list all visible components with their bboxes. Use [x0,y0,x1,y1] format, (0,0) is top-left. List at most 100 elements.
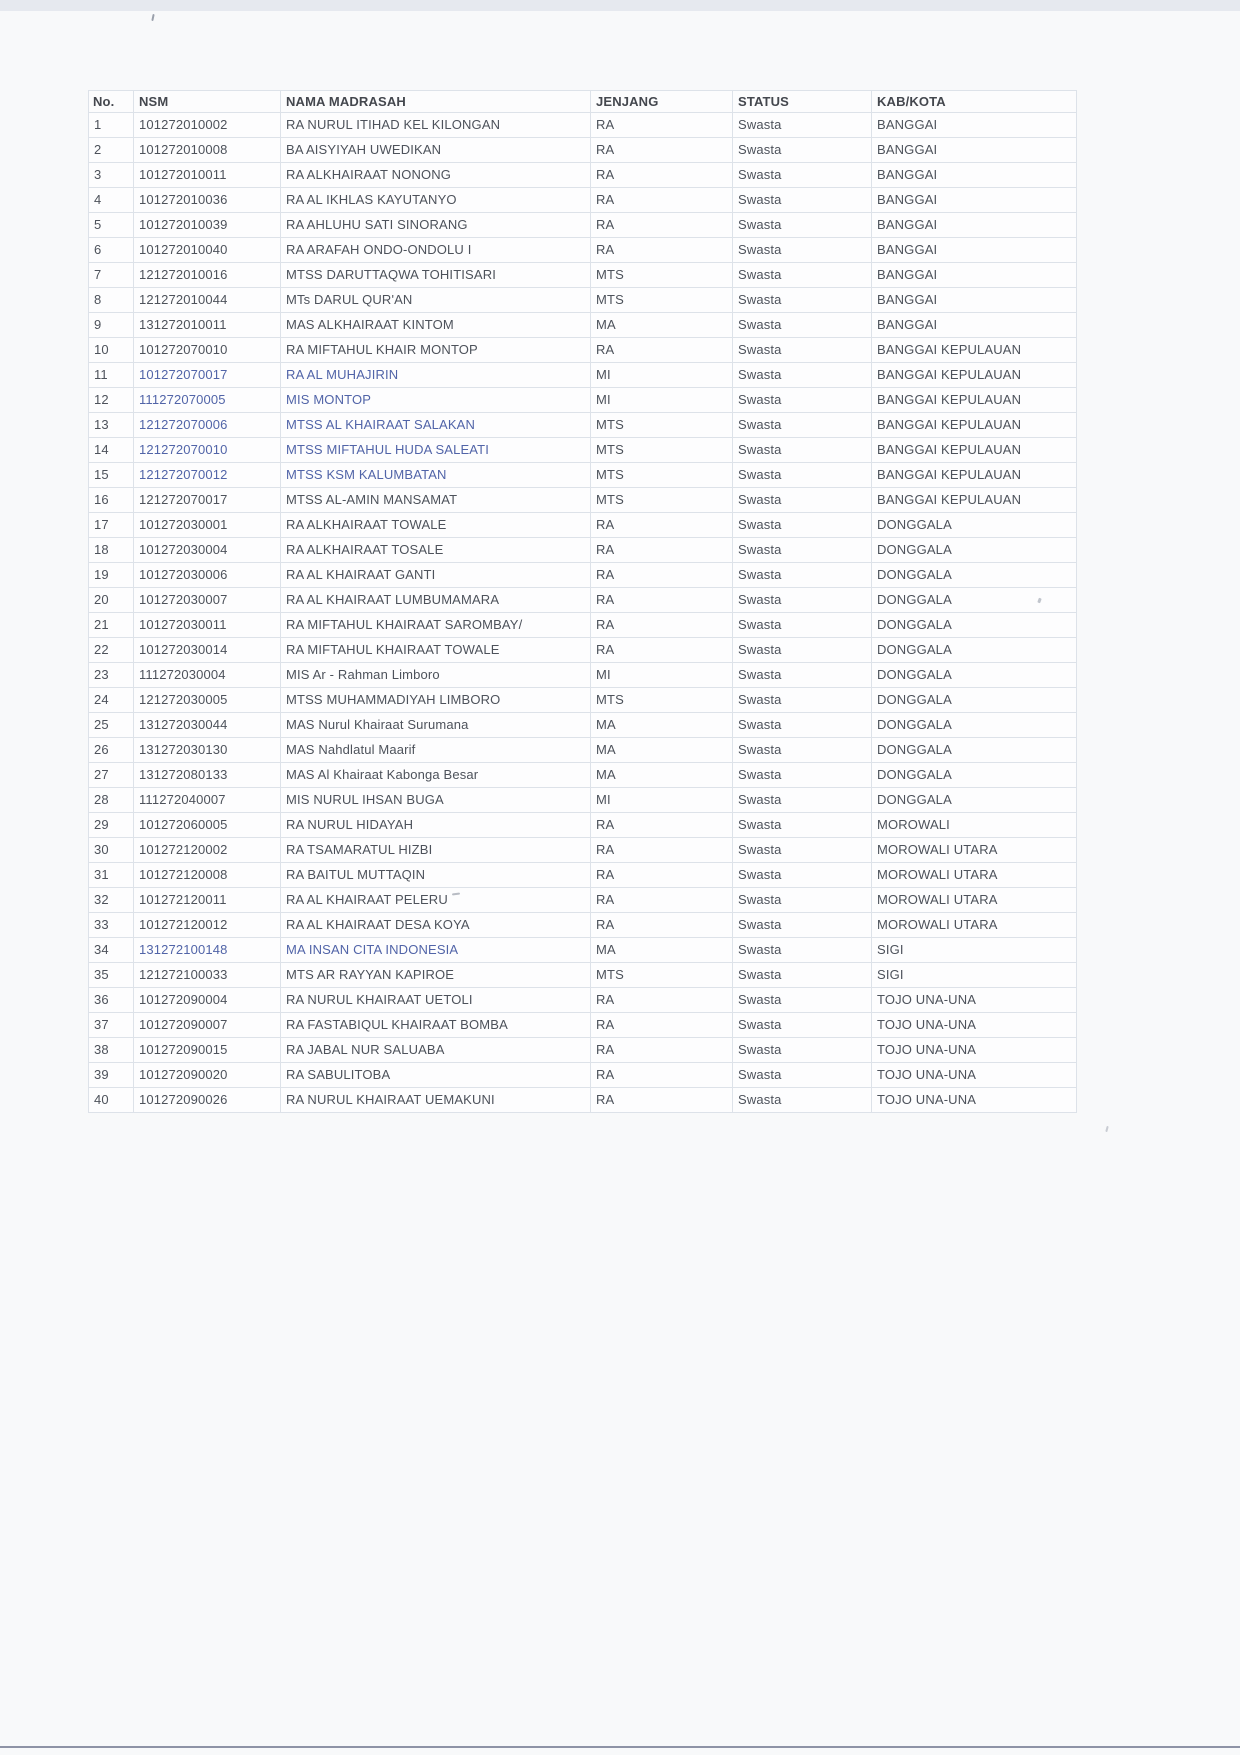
cell-nama: MTSS AL-AMIN MANSAMAT [280,487,591,513]
cell-nama: MTSS MIFTAHUL HUDA SALEATI [280,437,591,463]
cell-no: 32 [88,887,134,913]
cell-kab: SIGI [871,962,1077,988]
cell-status: Swasta [732,1037,872,1063]
cell-no: 4 [88,187,134,213]
cell-status: Swasta [732,837,872,863]
table-row: 32 101272120011 RA AL KHAIRAAT PELERU RA Swa… [88,887,1077,913]
cell-kab: BANGGAI KEPULAUAN [871,437,1077,463]
cell-status: Swasta [732,162,872,188]
table-row: 28 111272040007 MIS NURUL IHSAN BUGA MI Swas… [88,787,1077,813]
cell-kab: BANGGAI KEPULAUAN [871,487,1077,513]
cell-nsm: 121272070006 [133,412,281,438]
scan-speck [1105,1125,1109,1133]
cell-no: 7 [88,262,134,288]
cell-status: Swasta [732,812,872,838]
cell-no: 27 [88,762,134,788]
cell-status: Swasta [732,312,872,338]
table-row: 36 101272090004 RA NURUL KHAIRAAT UETOLI RA… [88,987,1077,1013]
cell-jenjang: RA [590,1062,733,1088]
cell-status: Swasta [732,237,872,263]
cell-jenjang: RA [590,562,733,588]
table-row: 4 101272010036 RA AL IKHLAS KAYUTANYO RA Swa… [88,187,1077,213]
cell-no: 15 [88,462,134,488]
cell-no: 40 [88,1087,134,1113]
cell-jenjang: MTS [590,262,733,288]
cell-jenjang: RA [590,862,733,888]
table-row: 29 101272060005 RA NURUL HIDAYAH RA Swasta MO… [88,812,1077,838]
cell-no: 5 [88,212,134,238]
cell-no: 37 [88,1012,134,1038]
cell-nsm: 101272010040 [133,237,281,263]
cell-no: 17 [88,512,134,538]
cell-nsm: 101272070010 [133,337,281,363]
table-row: 24 121272030005 MTSS MUHAMMADIYAH LIMBORO M… [88,687,1077,713]
cell-jenjang: MA [590,737,733,763]
cell-kab: MOROWALI UTARA [871,912,1077,938]
cell-no: 22 [88,637,134,663]
table-row: 8 121272010044 MTs DARUL QUR'AN MTS Swasta BA… [88,287,1077,313]
cell-status: Swasta [732,962,872,988]
cell-jenjang: RA [590,987,733,1013]
table-row: 3 101272010011 RA ALKHAIRAAT NONONG RA Swast… [88,162,1077,188]
cell-kab: BANGGAI KEPULAUAN [871,412,1077,438]
cell-kab: TOJO UNA-UNA [871,1087,1077,1113]
cell-status: Swasta [732,112,872,138]
cell-jenjang: MTS [590,487,733,513]
cell-no: 10 [88,337,134,363]
cell-no: 8 [88,287,134,313]
cell-nsm: 101272070017 [133,362,281,388]
cell-nama: MAS Nahdlatul Maarif [280,737,591,763]
table-row: 27 131272080133 MAS Al Khairaat Kabonga Be… [88,762,1077,788]
cell-status: Swasta [732,587,872,613]
cell-kab: TOJO UNA-UNA [871,1012,1077,1038]
cell-status: Swasta [732,387,872,413]
cell-kab: BANGGAI [871,187,1077,213]
cell-status: Swasta [732,987,872,1013]
cell-status: Swasta [732,462,872,488]
cell-nama: RA ALKHAIRAAT NONONG [280,162,591,188]
cell-nsm: 131272030044 [133,712,281,738]
cell-no: 38 [88,1037,134,1063]
cell-kab: TOJO UNA-UNA [871,1062,1077,1088]
cell-nsm: 111272030004 [133,662,281,688]
cell-nsm: 101272120012 [133,912,281,938]
cell-kab: BANGGAI KEPULAUAN [871,337,1077,363]
cell-nsm: 131272100148 [133,937,281,963]
cell-kab: MOROWALI UTARA [871,837,1077,863]
cell-jenjang: MI [590,787,733,813]
cell-jenjang: RA [590,612,733,638]
cell-kab: BANGGAI [871,262,1077,288]
cell-jenjang: RA [590,112,733,138]
cell-jenjang: MA [590,312,733,338]
cell-status: Swasta [732,437,872,463]
cell-no: 14 [88,437,134,463]
cell-nsm: 101272120008 [133,862,281,888]
cell-nsm: 101272090026 [133,1087,281,1113]
cell-nama: RA NURUL ITIHAD KEL KILONGAN [280,112,591,138]
cell-status: Swasta [732,1062,872,1088]
cell-nsm: 101272010036 [133,187,281,213]
cell-kab: BANGGAI [871,237,1077,263]
table-row: 39 101272090020 RA SABULITOBA RA Swasta TOJO … [88,1062,1077,1088]
cell-jenjang: RA [590,187,733,213]
cell-nama: MTSS AL KHAIRAAT SALAKAN [280,412,591,438]
table-row: 33 101272120012 RA AL KHAIRAAT DESA KOYA RA… [88,912,1077,938]
cell-kab: DONGGALA [871,537,1077,563]
cell-status: Swasta [732,762,872,788]
cell-status: Swasta [732,862,872,888]
cell-status: Swasta [732,887,872,913]
cell-nama: MTs DARUL QUR'AN [280,287,591,313]
cell-status: Swasta [732,712,872,738]
table-row: 35 121272100033 MTS AR RAYYAN KAPIROE MTS Sw… [88,962,1077,988]
cell-nama: RA SABULITOBA [280,1062,591,1088]
cell-status: Swasta [732,937,872,963]
cell-kab: BANGGAI [871,312,1077,338]
cell-no: 33 [88,912,134,938]
cell-kab: SIGI [871,937,1077,963]
table-row: 11 101272070017 RA AL MUHAJIRIN MI Swasta BAN… [88,362,1077,388]
table-row: 38 101272090015 RA JABAL NUR SALUABA RA Swas… [88,1037,1077,1063]
table-row: 6 101272010040 RA ARAFAH ONDO-ONDOLU I RA Sw… [88,237,1077,263]
cell-status: Swasta [732,337,872,363]
table-row: 14 121272070010 MTSS MIFTAHUL HUDA SALEATI… [88,437,1077,463]
